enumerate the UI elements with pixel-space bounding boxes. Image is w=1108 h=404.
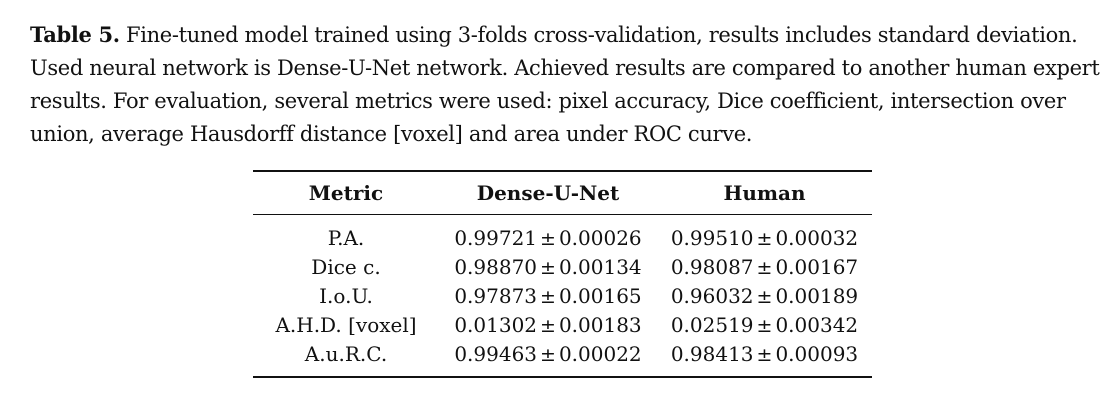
header-metric: Metric [308, 181, 384, 205]
table-row: P.A. 0.99721 ±0.00026 0.99510 ±0.00032 [253, 215, 872, 253]
human-mean: 0.98087 [670, 254, 754, 279]
human-sd: 0.00167 [775, 254, 859, 279]
human-mean: 0.98413 [670, 341, 754, 366]
caption-label: Table 5. [30, 22, 120, 47]
table-row: A.u.R.C. 0.99463 ±0.00022 0.98413 ±0.00093 [253, 339, 872, 377]
dense-u-net-cell: 0.01302 ±0.00183 [439, 310, 657, 339]
dense-u-net-cell: 0.98870 ±0.00134 [439, 252, 657, 281]
dense-sd: 0.00165 [558, 283, 642, 308]
plus-minus-sign: ± [756, 256, 773, 279]
table-row: Dice c. 0.98870 ±0.00134 0.98087 ±0.00167 [253, 252, 872, 281]
header-human: Human [723, 181, 806, 205]
human-cell: 0.98087 ±0.00167 [657, 252, 872, 281]
dense-sd: 0.00183 [558, 312, 642, 337]
metric-cell: I.o.U. [319, 283, 373, 308]
dense-sd: 0.00134 [558, 254, 642, 279]
header-dense-u-net: Dense-U-Net [476, 181, 620, 205]
dense-u-net-cell: 0.99721 ±0.00026 [439, 215, 657, 253]
table-header-row: Metric Dense-U-Net Human [253, 171, 872, 215]
caption-text: Fine-tuned model trained using 3-folds c… [30, 23, 1100, 146]
metric-cell: A.H.D. [voxel] [275, 312, 417, 337]
human-mean: 0.02519 [670, 312, 754, 337]
human-sd: 0.00342 [775, 312, 859, 337]
results-table: Metric Dense-U-Net Human P.A. 0.99721 ±0.… [253, 170, 872, 378]
dense-mean: 0.99721 [454, 225, 538, 250]
human-sd: 0.00093 [775, 341, 859, 366]
plus-minus-sign: ± [540, 227, 556, 250]
plus-minus-sign: ± [756, 285, 773, 308]
dense-mean: 0.97873 [454, 283, 538, 308]
plus-minus-sign: ± [540, 256, 556, 279]
plus-minus-sign: ± [540, 285, 556, 308]
human-cell: 0.98413 ±0.00093 [657, 339, 872, 377]
human-cell: 0.99510 ±0.00032 [657, 215, 872, 253]
table-caption: Table 5. Fine-tuned model trained using … [30, 18, 1100, 151]
plus-minus-sign: ± [756, 343, 773, 366]
dense-u-net-cell: 0.99463 ±0.00022 [439, 339, 657, 377]
dense-mean: 0.99463 [454, 341, 538, 366]
table-row: I.o.U. 0.97873 ±0.00165 0.96032 ±0.00189 [253, 281, 872, 310]
dense-mean: 0.98870 [454, 254, 538, 279]
metric-cell: A.u.R.C. [304, 341, 388, 366]
dense-sd: 0.00022 [558, 341, 642, 366]
table-row: A.H.D. [voxel] 0.01302 ±0.00183 0.02519 ±0… [253, 310, 872, 339]
human-cell: 0.02519 ±0.00342 [657, 310, 872, 339]
human-cell: 0.96032 ±0.00189 [657, 281, 872, 310]
plus-minus-sign: ± [756, 314, 773, 337]
plus-minus-sign: ± [540, 343, 556, 366]
dense-sd: 0.00026 [558, 225, 642, 250]
plus-minus-sign: ± [756, 227, 773, 250]
plus-minus-sign: ± [540, 314, 556, 337]
metric-cell: P.A. [327, 225, 365, 250]
human-mean: 0.96032 [670, 283, 754, 308]
human-sd: 0.00032 [775, 225, 859, 250]
human-mean: 0.99510 [670, 225, 754, 250]
results-table-container: Metric Dense-U-Net Human P.A. 0.99721 ±0.… [253, 170, 872, 378]
dense-mean: 0.01302 [454, 312, 538, 337]
dense-u-net-cell: 0.97873 ±0.00165 [439, 281, 657, 310]
human-sd: 0.00189 [775, 283, 859, 308]
metric-cell: Dice c. [311, 254, 381, 279]
